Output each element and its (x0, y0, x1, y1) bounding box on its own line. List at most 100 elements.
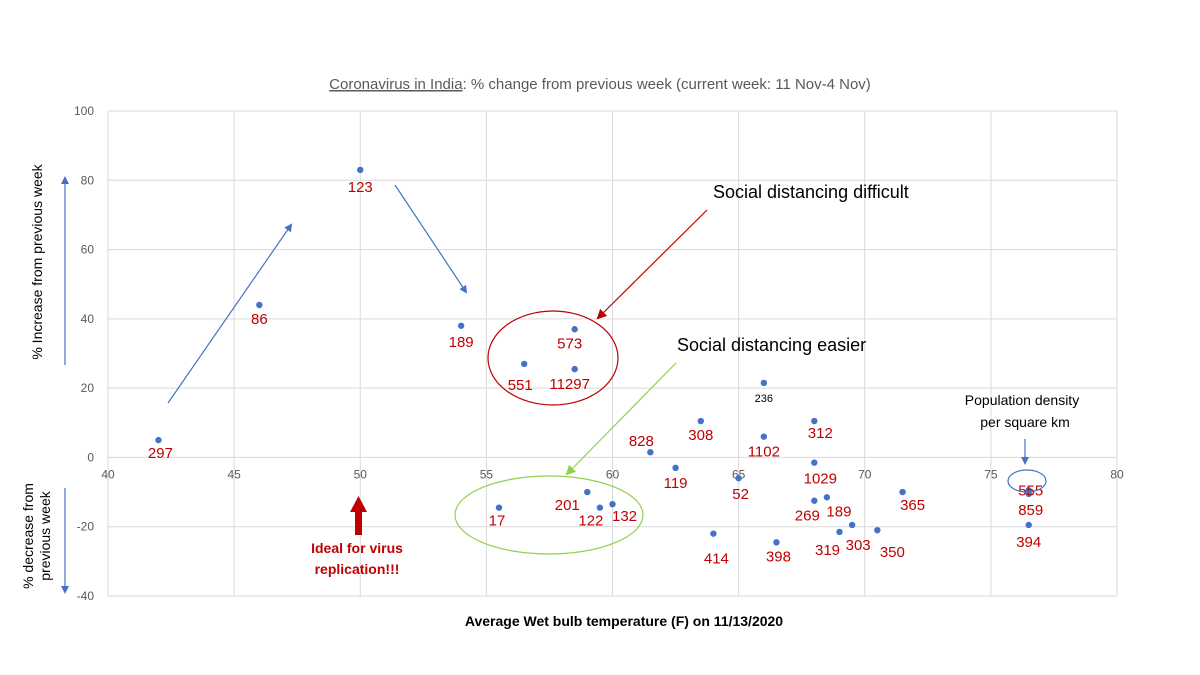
x-axis-label: Average Wet bulb temperature (F) on 11/1… (465, 613, 783, 629)
x-tick-label: 55 (480, 467, 494, 481)
data-point (457, 322, 465, 329)
data-point (571, 326, 578, 333)
trend-arrow-falling (394, 184, 468, 294)
data-label: 551 (508, 377, 533, 394)
data-label: 1102 (748, 444, 780, 461)
trend-arrow-rising (167, 223, 293, 404)
difficult-pointer-arrow (596, 209, 708, 320)
x-tick-label: 50 (354, 467, 368, 481)
data-label: 414 (704, 551, 729, 568)
annotation-ideal-line1: Ideal for virus (311, 540, 403, 556)
x-tick-label: 40 (101, 467, 115, 481)
data-point (647, 449, 654, 456)
data-label: 189 (826, 503, 851, 520)
annotation-density-line2: per square km (980, 414, 1069, 430)
data-point (760, 433, 768, 440)
data-point (672, 464, 679, 472)
y-tick-label: 20 (81, 381, 95, 395)
data-label: 201 (555, 497, 580, 514)
data-label: 86 (251, 311, 268, 328)
data-point (256, 301, 263, 309)
data-point (357, 166, 364, 174)
chart-title-prefix: Coronavirus in India (329, 76, 463, 93)
data-label: 319 (815, 542, 840, 559)
data-point (735, 475, 742, 482)
data-label: 350 (880, 544, 905, 561)
chart-title: Coronavirus in India: % change from prev… (329, 76, 871, 93)
data-point (811, 459, 818, 466)
data-point (848, 521, 856, 529)
x-tick-label: 60 (606, 467, 620, 481)
data-point (874, 526, 881, 534)
data-point (836, 528, 843, 536)
data-label: 119 (664, 475, 688, 492)
data-point (495, 504, 503, 511)
ylabel-decrease-line2: previous week (37, 490, 53, 580)
annotation-difficult: Social distancing difficult (713, 182, 909, 202)
data-point (1025, 521, 1032, 529)
data-point (521, 360, 528, 368)
y-tick-label: 60 (81, 243, 95, 257)
x-tick-label: 75 (984, 467, 998, 481)
data-label: 189 (449, 334, 474, 351)
data-points (155, 166, 1032, 546)
data-point (697, 417, 704, 425)
data-point (596, 504, 604, 511)
y-tick-label: -40 (77, 589, 95, 603)
density-circle (1007, 469, 1047, 493)
data-label: 132 (612, 508, 637, 525)
data-point (773, 539, 780, 546)
data-point (584, 488, 591, 496)
data-label: 1029 (804, 471, 837, 488)
ylabel-decrease-line1: % decrease from (20, 483, 36, 589)
y-tick-label: -20 (77, 520, 95, 534)
easier-cluster-circle (454, 475, 644, 555)
data-point (609, 500, 616, 508)
easier-pointer-arrow (565, 362, 677, 476)
y-tick-label: 40 (81, 312, 95, 326)
data-label: 122 (578, 513, 603, 530)
data-point (811, 417, 818, 425)
y-tick-label: 80 (81, 173, 95, 187)
data-point (823, 494, 831, 501)
data-label: 52 (732, 486, 749, 503)
data-label: 312 (808, 425, 833, 442)
data-point (760, 379, 768, 387)
y-tick-label: 0 (87, 450, 94, 464)
data-point (811, 497, 818, 504)
ylabel-increase: % Increase from previous week (29, 163, 45, 359)
x-tick-label: 65 (732, 467, 746, 481)
data-point (899, 488, 906, 496)
data-label: 303 (846, 537, 871, 554)
data-label: 394 (1016, 534, 1041, 551)
data-point (155, 436, 162, 444)
data-label: 859 (1018, 502, 1043, 519)
data-label: 11297 (549, 376, 590, 393)
annotation-density-line1: Population density (965, 392, 1079, 408)
data-label: 308 (688, 427, 713, 444)
x-tick-label: 80 (1110, 467, 1124, 481)
data-label: 365 (900, 497, 925, 514)
difficult-cluster-circle (487, 310, 619, 406)
annotation-easier: Social distancing easier (677, 335, 866, 355)
data-label: 236 (755, 393, 773, 405)
data-label: 398 (766, 548, 791, 565)
chart-title-rest: : % change from previous week (current w… (463, 76, 871, 93)
tick-labels: 40 45 50 55 60 65 70 75 80 -40 -20 0 20 40 60 80 100 (74, 104, 1124, 603)
data-label: 297 (148, 445, 173, 462)
data-point (571, 365, 578, 373)
x-tick-label: 70 (858, 467, 872, 481)
data-label: 828 (629, 433, 654, 450)
data-labels: 297 86 123 189 551 573 11297 236 308 828 1102 312 10… (148, 179, 1043, 568)
y-tick-label: 100 (74, 104, 94, 118)
data-label: 573 (557, 335, 582, 352)
grid-lines (107, 110, 1118, 597)
data-label: 123 (348, 179, 373, 196)
x-tick-label: 45 (227, 467, 241, 481)
data-label: 269 (795, 508, 820, 525)
annotation-ideal-line2: replication!!! (315, 561, 400, 577)
ideal-arrow (350, 496, 367, 535)
data-point (710, 530, 717, 537)
data-label: 555 (1018, 482, 1043, 499)
